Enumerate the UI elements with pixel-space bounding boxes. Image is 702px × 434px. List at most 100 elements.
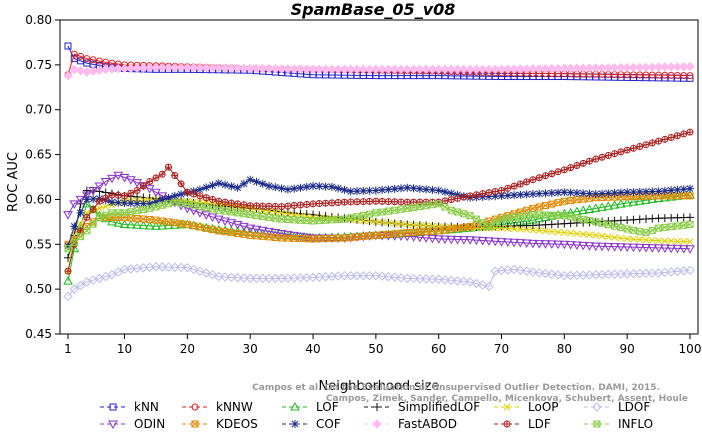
- data-point: [579, 230, 587, 238]
- data-point: [559, 63, 570, 74]
- data-point: [251, 63, 262, 74]
- data-point: [554, 188, 563, 197]
- data-point: [232, 221, 243, 230]
- data-point: [397, 220, 405, 228]
- data-point: [685, 61, 695, 72]
- data-point: [176, 219, 186, 229]
- data-point: [371, 64, 381, 75]
- data-point: [535, 174, 543, 182]
- data-point: [95, 187, 104, 196]
- data-point: [339, 64, 350, 75]
- data-point: [421, 64, 431, 75]
- data-point: [554, 199, 562, 207]
- data-point: [144, 220, 155, 230]
- data-point: [660, 186, 669, 195]
- data-point: [415, 64, 425, 75]
- data-point: [345, 231, 356, 241]
- data-point: [132, 63, 142, 73]
- data-point: [232, 272, 243, 283]
- data-point: [96, 205, 103, 212]
- data-point: [573, 230, 581, 238]
- legend-marker: [291, 420, 299, 428]
- data-point: [609, 269, 620, 279]
- data-point: [265, 181, 274, 190]
- data-point: [509, 64, 519, 74]
- data-point: [391, 220, 399, 227]
- data-point: [389, 272, 400, 283]
- data-point: [209, 196, 217, 203]
- data-point: [584, 270, 595, 280]
- data-point: [641, 62, 651, 72]
- data-point: [220, 63, 230, 73]
- data-point: [655, 237, 662, 245]
- data-point: [383, 272, 394, 282]
- legend-marker: [372, 419, 382, 429]
- data-point: [372, 218, 380, 226]
- data-point: [278, 203, 286, 211]
- data-point: [578, 63, 588, 73]
- data-point: [215, 197, 223, 205]
- data-point: [648, 139, 656, 147]
- data-point: [523, 226, 530, 233]
- data-point: [251, 225, 262, 235]
- data-point: [383, 64, 394, 75]
- data-point: [611, 150, 619, 158]
- data-point: [347, 214, 355, 222]
- data-point: [522, 190, 531, 199]
- data-point: [258, 273, 268, 284]
- data-point: [396, 273, 406, 283]
- legend-marker: [191, 403, 199, 411]
- data-point: [490, 64, 500, 75]
- data-point: [358, 64, 369, 75]
- data-point: [353, 213, 361, 221]
- data-point: [642, 236, 650, 244]
- data-point: [410, 221, 417, 229]
- data-point: [573, 196, 581, 204]
- data-point: [517, 225, 524, 233]
- data-point: [352, 270, 362, 281]
- data-point: [83, 213, 91, 221]
- legend-label: INFLO: [618, 417, 653, 431]
- data-point: [295, 64, 306, 74]
- data-point: [359, 211, 367, 219]
- data-point: [75, 280, 86, 291]
- data-point: [226, 272, 237, 283]
- data-point: [573, 162, 581, 169]
- data-point: [202, 183, 211, 192]
- data-point: [384, 230, 392, 238]
- data-point: [585, 157, 593, 165]
- data-point: [190, 190, 198, 198]
- data-point: [77, 52, 85, 60]
- data-point: [509, 238, 519, 248]
- data-point: [503, 191, 512, 200]
- data-point: [188, 264, 199, 275]
- data-point: [100, 177, 111, 187]
- data-point: [498, 187, 506, 194]
- data-point: [491, 192, 500, 201]
- data-point: [604, 152, 612, 159]
- data-point: [201, 211, 212, 220]
- data-point: [440, 64, 450, 75]
- data-point: [471, 64, 482, 75]
- data-point: [146, 204, 154, 212]
- data-point: [352, 64, 362, 75]
- data-point: [660, 62, 670, 72]
- data-point: [560, 188, 569, 197]
- data-point: [378, 185, 387, 194]
- data-point: [158, 195, 167, 204]
- data-point: [377, 271, 387, 281]
- data-point: [120, 199, 129, 208]
- data-point: [70, 238, 78, 246]
- data-point: [176, 62, 186, 73]
- data-point: [510, 213, 518, 221]
- data-point: [460, 223, 468, 231]
- data-point: [590, 203, 601, 212]
- data-point: [502, 238, 513, 247]
- data-point: [548, 228, 556, 235]
- data-point: [75, 195, 86, 205]
- data-point: [346, 270, 356, 281]
- data-point: [107, 270, 117, 280]
- data-point: [402, 64, 412, 75]
- data-point: [391, 206, 399, 214]
